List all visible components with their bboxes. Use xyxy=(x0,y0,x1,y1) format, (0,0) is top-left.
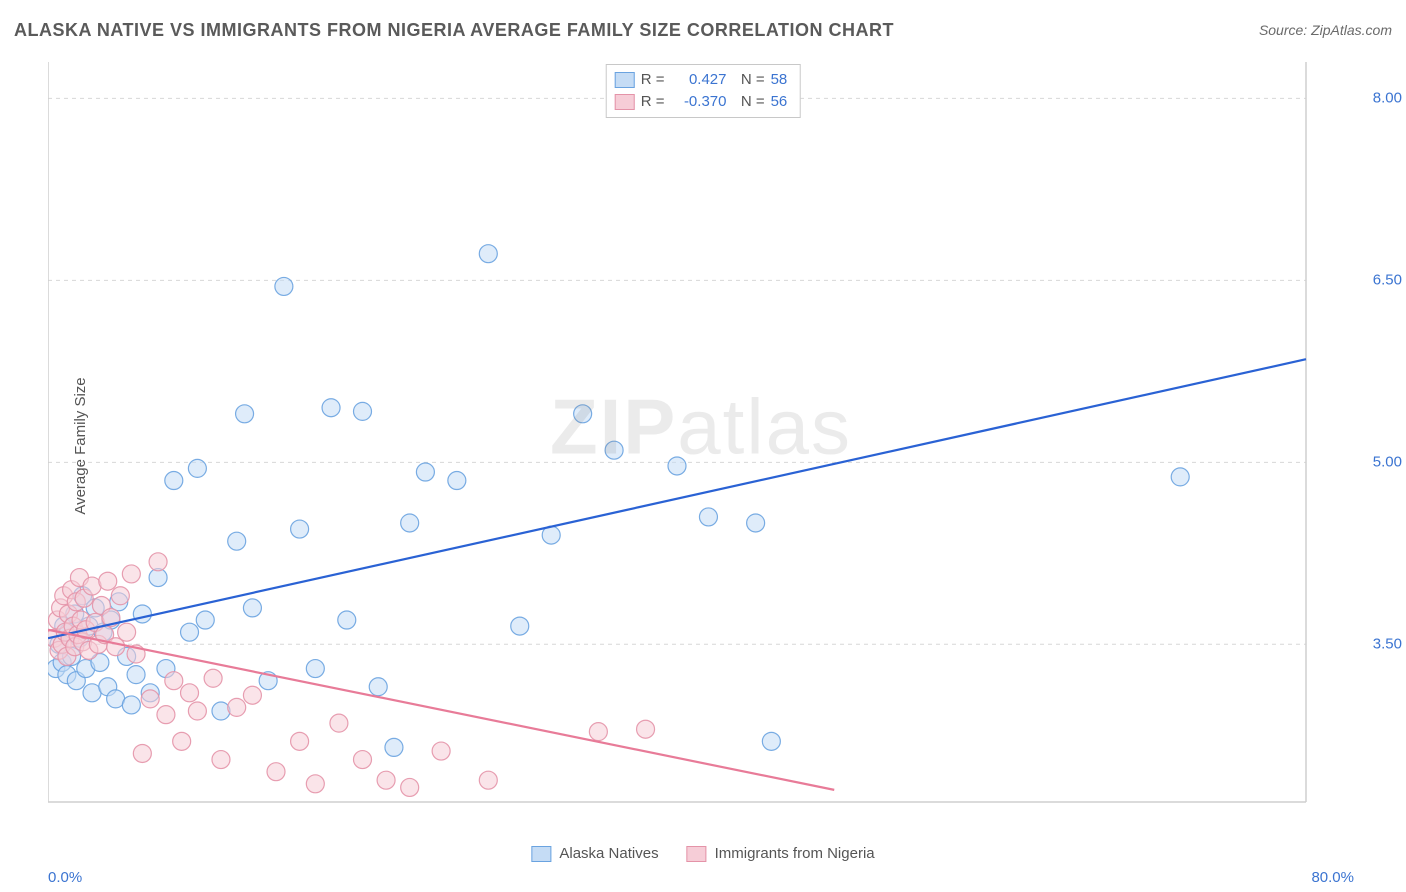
legend-label: Immigrants from Nigeria xyxy=(715,845,875,862)
chart-plot-area: ZIPatlas 3.505.006.508.00 xyxy=(48,62,1354,822)
swatch-icon xyxy=(687,846,707,862)
r-value: 0.427 xyxy=(670,69,726,91)
y-tick-label: 8.00 xyxy=(1373,90,1402,107)
r-label: R = xyxy=(641,69,665,91)
legend-row-blue: R = 0.427 N = 58 xyxy=(615,69,788,91)
n-value: 56 xyxy=(771,91,788,113)
n-label: N = xyxy=(732,69,764,91)
chart-title: ALASKA NATIVE VS IMMIGRANTS FROM NIGERIA… xyxy=(14,20,894,41)
swatch-icon xyxy=(615,72,635,88)
x-axis-max-label: 80.0% xyxy=(1311,869,1354,886)
legend-item-blue: Alaska Natives xyxy=(531,845,658,862)
n-label: N = xyxy=(732,91,764,113)
source-attribution: Source: ZipAtlas.com xyxy=(1259,22,1392,38)
correlation-legend: R = 0.427 N = 58 R = -0.370 N = 56 xyxy=(606,64,801,118)
legend-item-pink: Immigrants from Nigeria xyxy=(687,845,875,862)
n-value: 58 xyxy=(771,69,788,91)
y-tick-label: 3.50 xyxy=(1373,636,1402,653)
y-tick-label: 5.00 xyxy=(1373,454,1402,471)
x-axis-min-label: 0.0% xyxy=(48,869,82,886)
legend-row-pink: R = -0.370 N = 56 xyxy=(615,91,788,113)
r-label: R = xyxy=(641,91,665,113)
r-value: -0.370 xyxy=(670,91,726,113)
y-tick-label: 6.50 xyxy=(1373,272,1402,289)
scatter-chart-svg xyxy=(48,62,1354,822)
swatch-icon xyxy=(615,94,635,110)
swatch-icon xyxy=(531,846,551,862)
legend-label: Alaska Natives xyxy=(559,845,658,862)
series-legend: Alaska Natives Immigrants from Nigeria xyxy=(531,845,874,862)
